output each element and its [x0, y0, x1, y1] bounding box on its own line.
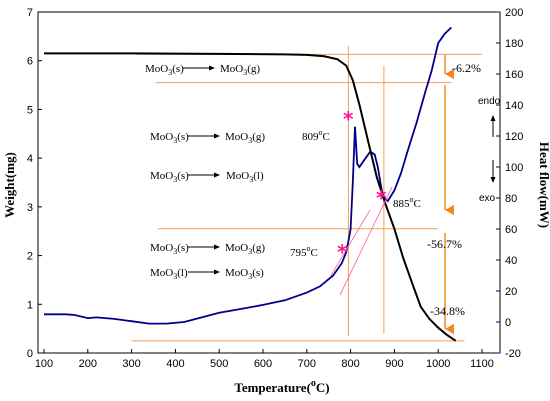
temp-809-label: 809oC	[302, 128, 330, 143]
y-right-tick-label: 60	[505, 224, 517, 236]
y-left-tick-label: 0	[27, 348, 33, 360]
y-left-tick-label: 4	[27, 153, 33, 165]
y-right-tick-label: 0	[505, 317, 511, 329]
exo-label: exo	[479, 193, 496, 204]
pct-label-3: -34.8%	[430, 304, 465, 318]
reaction-5: MoO3(l)	[150, 267, 188, 281]
endo-label: endo	[478, 96, 501, 107]
x-tick-label: 1100	[470, 358, 494, 370]
left-axis-ticks: 0 1 2 3 4 5 6 7	[27, 7, 42, 360]
x-tick-label: 200	[79, 358, 97, 370]
y-left-tick-label: 3	[27, 202, 33, 214]
y-right-tick-label: 80	[505, 193, 517, 205]
y-right-tick-label: 140	[505, 100, 523, 112]
reaction-3-product: MoO3(l)	[226, 170, 264, 184]
marker-809: *	[343, 107, 354, 131]
reaction-5-product: MoO3(s)	[225, 267, 264, 281]
y-right-tick-label: 100	[505, 162, 523, 174]
x-tick-label: 1000	[426, 358, 450, 370]
x-tick-label: 700	[298, 358, 316, 370]
y-left-tick-label: 7	[27, 7, 33, 19]
x-axis-ticks: 100 200 300 400 500 600 700 800 900 1000 1100	[35, 349, 494, 370]
reaction-3: MoO3(s)	[150, 170, 189, 184]
marker-885: *	[376, 186, 387, 210]
x-axis-title: Temperature(oC)	[234, 378, 329, 395]
y-left-tick-label: 5	[27, 104, 33, 116]
y-right-axis-title: Heat flow(mW)	[537, 142, 550, 228]
marker-795: *	[337, 240, 348, 264]
pct-label-2: -56.7%	[427, 237, 462, 251]
y-right-tick-label: 40	[505, 255, 517, 267]
reaction-2-product: MoO3(g)	[225, 131, 265, 145]
reaction-3-arrow-head	[214, 172, 220, 178]
reaction-1: MoO3(s)	[145, 63, 184, 77]
reaction-4-product: MoO3(g)	[225, 242, 265, 256]
x-tick-label: 500	[210, 358, 228, 370]
x-tick-label: 800	[341, 358, 359, 370]
temp-795-label: 795oC	[290, 244, 318, 259]
endo-arrow-head	[490, 115, 496, 121]
heat-flow-series-line	[44, 26, 452, 325]
y-right-tick-label: 160	[505, 69, 523, 81]
guide-lines	[131, 46, 482, 342]
y-left-tick-label: 1	[27, 299, 33, 311]
plot-frame	[37, 11, 501, 354]
y-right-tick-label: 120	[505, 131, 523, 143]
onset-line-1	[339, 186, 393, 296]
reaction-2: MoO3(s)	[150, 131, 189, 145]
x-tick-label: 100	[35, 358, 53, 370]
y-right-tick-label: 20	[505, 286, 517, 298]
y-left-tick-label: 2	[27, 251, 33, 263]
onset-line-2	[329, 209, 371, 278]
x-tick-label: 300	[122, 358, 140, 370]
temp-885-label: 885oC	[393, 195, 421, 210]
reaction-4-arrow-head	[214, 244, 220, 250]
exo-arrow-head	[490, 177, 496, 183]
x-tick-label: 400	[166, 358, 184, 370]
pct-label-1: -6.2%	[452, 61, 481, 75]
y-left-tick-label: 6	[27, 56, 33, 68]
reaction-2-arrow-head	[214, 133, 220, 139]
y-left-axis-title: Weight(mg)	[2, 152, 17, 218]
right-axis-ticks: -20 0 20 40 60 80 100 120 140 160 180 200	[496, 7, 523, 360]
y-right-tick-label: 200	[505, 7, 523, 19]
x-tick-label: 900	[385, 358, 403, 370]
weight-series-line	[44, 52, 457, 342]
x-tick-label: 600	[254, 358, 272, 370]
reaction-5-arrow-head	[214, 269, 220, 275]
reaction-4: MoO3(s)	[150, 242, 189, 256]
y-right-tick-label: 180	[505, 38, 523, 50]
reaction-1-product: MoO3(g)	[220, 63, 260, 77]
reaction-1-arrow-head	[209, 65, 215, 71]
y-right-tick-label: -20	[505, 348, 521, 360]
